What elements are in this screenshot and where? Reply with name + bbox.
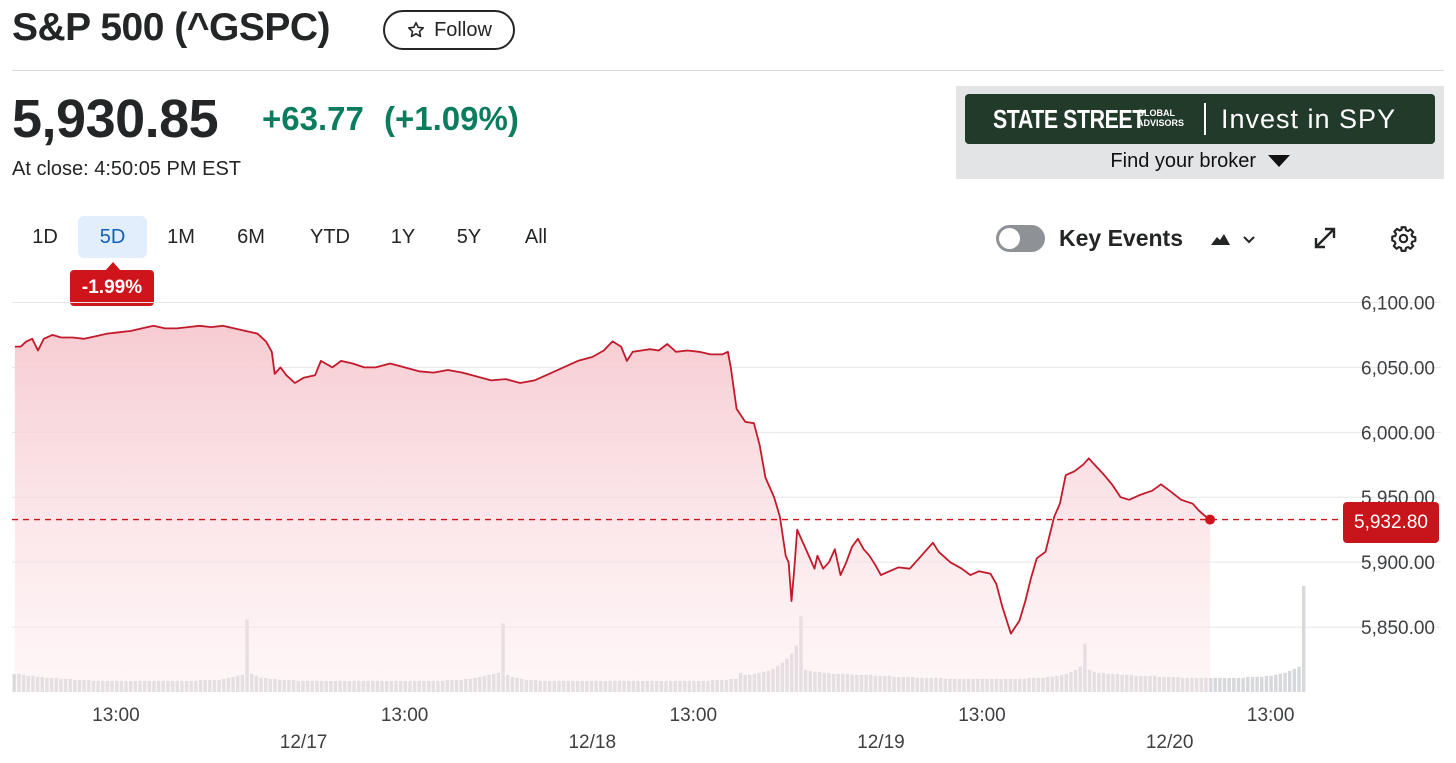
volume-bar (1222, 677, 1227, 692)
volume-bar (1264, 675, 1269, 692)
ad-brand-sub: GLOBAL ADVISORS (1137, 108, 1185, 128)
price-change-percent: (+1.09%) (384, 100, 519, 137)
toggle-knob (999, 228, 1020, 249)
volume-bar (1241, 677, 1245, 692)
price-line (14, 324, 1211, 635)
period-change-badge: -1.99% (70, 270, 154, 306)
page-title: S&P 500 (^GSPC) (12, 6, 331, 49)
expand-icon[interactable] (1312, 225, 1338, 251)
ad-brand-logo: STATE STREET (993, 103, 1145, 134)
find-broker-link[interactable]: Find your broker (956, 150, 1444, 173)
period-change-pointer (105, 262, 121, 271)
last-price-dot (1205, 514, 1216, 525)
y-axis: 6,100.006,050.006,000.005,950.005,900.00… (1361, 293, 1435, 639)
range-tab-ytd[interactable]: YTD (310, 225, 350, 248)
last-price-tag: 5,932.80 (1343, 502, 1439, 543)
ad-cta-text: Invest in SPY (1221, 104, 1397, 134)
volume-bar (1287, 670, 1292, 692)
caret-down-icon (1267, 155, 1290, 167)
key-events-label: Key Events (1059, 225, 1184, 251)
y-tick-label: 6,000.00 (1361, 423, 1435, 444)
price-change: +63.77 (262, 100, 364, 137)
key-events-toggle[interactable] (996, 225, 1045, 252)
x-time-label: 13:00 (670, 705, 718, 726)
volume-bar (1297, 666, 1301, 692)
y-tick-label: 5,850.00 (1361, 618, 1435, 639)
price-value: 5,930.85 (12, 89, 219, 149)
x-date-label: 12/19 (857, 732, 905, 753)
star-icon (408, 21, 425, 38)
mountain-chart-icon (1211, 234, 1230, 245)
range-tab-1d[interactable]: 1D (32, 225, 58, 248)
volume-bar (1208, 677, 1213, 692)
ad-banner[interactable]: STATE STREET GLOBAL ADVISORS Invest in S… (956, 86, 1444, 179)
chevron-down-icon (1243, 236, 1255, 244)
x-date-label: 12/17 (280, 732, 328, 753)
x-time-label: 13:00 (381, 705, 429, 726)
volume-bar (1246, 676, 1250, 692)
header-divider (12, 70, 1444, 71)
volume-bar (1255, 676, 1259, 692)
volume-bar (1274, 674, 1278, 692)
price-area (14, 325, 1211, 692)
x-date-label: 12/20 (1146, 732, 1194, 753)
y-tick-label: 6,050.00 (1361, 358, 1435, 379)
volume-bar (1227, 677, 1231, 692)
volume-bar (1213, 677, 1217, 692)
chart-type-selector[interactable] (1209, 228, 1261, 250)
volume-bar (1260, 676, 1264, 692)
ad-cta-bar[interactable]: STATE STREET GLOBAL ADVISORS Invest in S… (965, 94, 1435, 144)
find-broker-label: Find your broker (1110, 150, 1257, 172)
volume-bar (1250, 676, 1255, 692)
range-tab-1y[interactable]: 1Y (390, 225, 416, 248)
gear-icon[interactable] (1390, 225, 1417, 252)
y-tick-label: 5,900.00 (1361, 553, 1435, 574)
range-tab-5d[interactable]: 5D (78, 216, 147, 258)
price-chart[interactable]: 6,100.006,050.006,000.005,950.005,900.00… (0, 270, 1456, 763)
range-tab-all[interactable]: All (524, 225, 548, 248)
follow-label: Follow (434, 18, 492, 41)
volume-bar (1301, 586, 1306, 692)
x-date-label: 12/18 (568, 732, 616, 753)
volume-bar (1269, 675, 1273, 692)
y-tick-label: 6,100.00 (1361, 293, 1435, 314)
close-time: At close: 4:50:05 PM EST (12, 158, 241, 180)
range-tab-6m[interactable]: 6M (237, 225, 265, 248)
volume-bar (1278, 673, 1283, 692)
x-axis: 13:00 12/17 13:00 12/18 13:00 12/19 13:00 12/20… (92, 705, 1294, 753)
volume-bar (1236, 677, 1241, 692)
ad-separator (1204, 103, 1206, 135)
x-time-label: 13:00 (958, 705, 1006, 726)
follow-button[interactable]: Follow (383, 10, 515, 50)
range-tab-5y[interactable]: 5Y (456, 225, 482, 248)
volume-bar (1292, 668, 1297, 692)
volume-bar (1218, 677, 1222, 692)
range-tab-1m[interactable]: 1M (167, 225, 195, 248)
volume-bar (1283, 672, 1287, 692)
x-time-label: 13:00 (92, 705, 140, 726)
x-time-label: 13:00 (1247, 705, 1295, 726)
volume-bar (1232, 677, 1236, 692)
volume-bar (12, 673, 17, 692)
